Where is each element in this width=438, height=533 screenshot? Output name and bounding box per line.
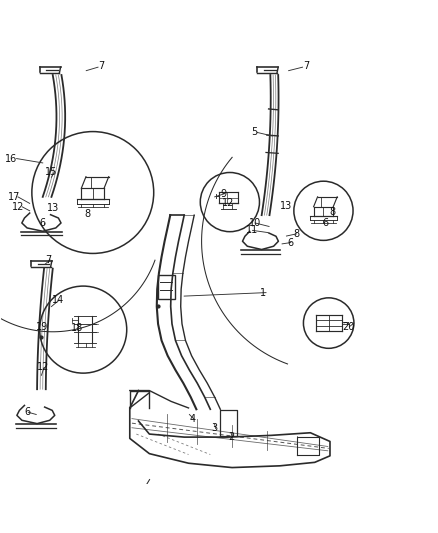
- Text: 8: 8: [329, 207, 335, 217]
- Text: 7: 7: [303, 61, 309, 71]
- Text: 7: 7: [99, 61, 105, 71]
- Text: 5: 5: [251, 127, 257, 138]
- Text: 8: 8: [293, 229, 300, 239]
- Text: 6: 6: [40, 218, 46, 228]
- Text: 13: 13: [46, 203, 59, 213]
- Text: 16: 16: [5, 154, 17, 164]
- Text: 15: 15: [45, 167, 58, 176]
- Text: 18: 18: [71, 324, 84, 333]
- Text: 6: 6: [322, 218, 328, 228]
- Text: 10: 10: [249, 218, 261, 228]
- Text: 20: 20: [343, 321, 355, 332]
- Text: 11: 11: [246, 225, 258, 236]
- Text: 3: 3: [212, 423, 218, 433]
- Text: 12: 12: [222, 198, 234, 208]
- Text: 14: 14: [52, 295, 64, 305]
- Text: 13: 13: [280, 201, 293, 212]
- Text: 9: 9: [220, 189, 226, 199]
- Text: 17: 17: [8, 192, 21, 202]
- Text: 2: 2: [228, 432, 234, 442]
- Text: 12: 12: [12, 202, 24, 212]
- Text: 6: 6: [25, 407, 31, 417]
- Text: 19: 19: [36, 321, 48, 332]
- Text: 7: 7: [45, 255, 52, 265]
- Text: 12: 12: [36, 362, 49, 373]
- Text: 6: 6: [288, 238, 294, 247]
- Text: 8: 8: [85, 209, 91, 219]
- Text: 4: 4: [190, 414, 196, 424]
- Text: 1: 1: [260, 288, 266, 297]
